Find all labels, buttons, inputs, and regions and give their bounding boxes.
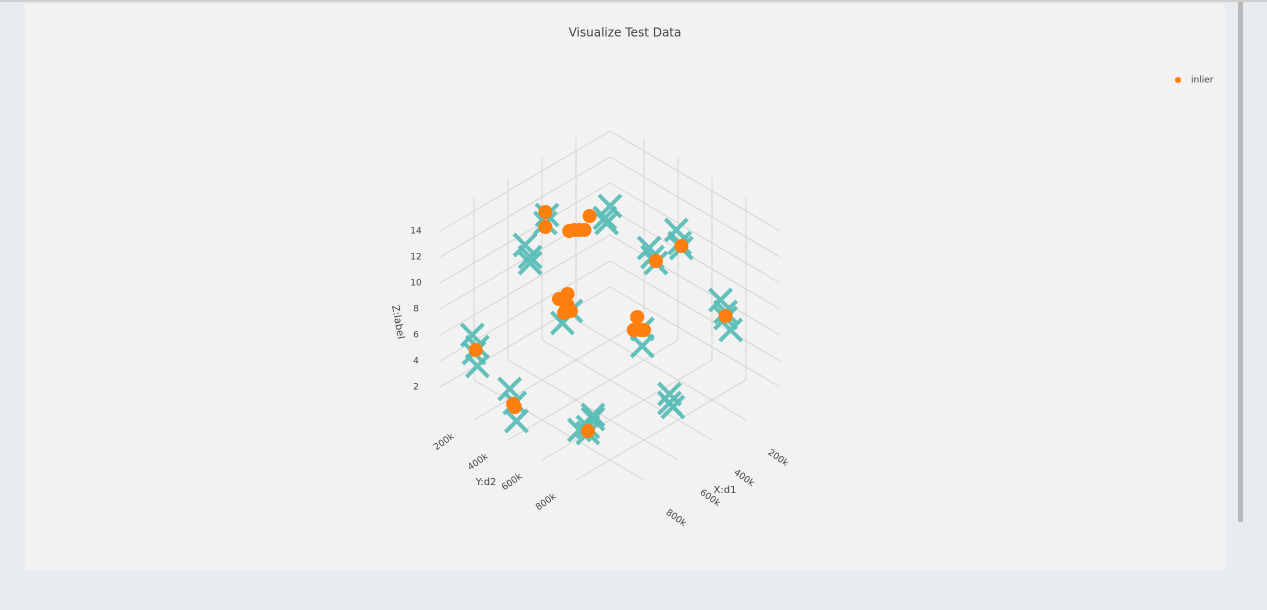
- outlier-point: [660, 394, 686, 420]
- y-tick-label: 600k: [500, 471, 525, 492]
- grid-line: [575, 379, 747, 481]
- inlier-point: [560, 298, 575, 312]
- top-border: [0, 0, 1267, 2]
- inlier-point: [538, 220, 553, 234]
- inlier-point: [580, 424, 595, 438]
- outlier-point: [497, 376, 523, 402]
- outlier-point: [459, 322, 485, 348]
- z-tick-label: 10: [410, 279, 422, 289]
- grid-line: [575, 319, 747, 421]
- legend-label: inlier: [1191, 76, 1214, 86]
- outlier-point: [597, 193, 623, 219]
- inlier-point: [674, 239, 689, 253]
- outlier-point: [580, 402, 606, 428]
- grid-line: [609, 286, 781, 388]
- outlier-point: [708, 287, 733, 313]
- inlier-point: [630, 310, 645, 324]
- z-tick-label: 14: [410, 227, 422, 237]
- grid-line: [609, 182, 781, 284]
- grid-line: [439, 182, 611, 284]
- y-tick-label: 800k: [534, 491, 559, 512]
- plot-panel: [25, 4, 1225, 570]
- outlier-point: [517, 250, 543, 276]
- inlier-point: [582, 209, 597, 223]
- z-tick-label: 2: [413, 383, 419, 393]
- outlier-point: [512, 232, 538, 258]
- inlier-point: [538, 205, 553, 219]
- inlier-point: [648, 254, 663, 268]
- grid-line: [609, 208, 781, 310]
- grid-line: [541, 339, 713, 441]
- z-axis-title: Z:label: [389, 304, 406, 340]
- y-tick-label: 200k: [432, 431, 457, 452]
- y-tick-label: 400k: [466, 451, 491, 472]
- grid-line: [507, 339, 679, 441]
- grid-line: [439, 260, 611, 362]
- legend-marker: [1175, 77, 1181, 83]
- outlier-point: [464, 353, 490, 379]
- z-tick-label: 4: [413, 357, 419, 367]
- inlier-point: [577, 223, 592, 237]
- outlier-point: [504, 408, 529, 434]
- inlier-point: [637, 323, 651, 337]
- y-axis-title: Y:d2: [475, 477, 497, 488]
- inlier-point: [718, 309, 733, 323]
- z-tick-label: 8: [413, 305, 419, 315]
- outlier-point: [718, 317, 744, 343]
- grid-line: [609, 156, 781, 258]
- scrollbar[interactable]: [1238, 2, 1243, 522]
- grid-line: [439, 130, 611, 232]
- outlier-point: [663, 217, 689, 243]
- grid-line: [609, 130, 781, 232]
- x-tick-label: 800k: [664, 508, 689, 529]
- inlier-point: [506, 397, 521, 411]
- x-axis-title: X:d1: [714, 485, 737, 496]
- inlier-point: [468, 343, 483, 357]
- grid-line: [609, 260, 781, 362]
- z-tick-label: 12: [410, 253, 421, 263]
- grid-line: [439, 234, 611, 336]
- grid-line: [507, 359, 679, 461]
- z-tick-label: 6: [413, 331, 419, 341]
- grid-line: [541, 359, 713, 461]
- grid-line: [473, 319, 645, 421]
- chart-title: Visualize Test Data: [569, 26, 682, 40]
- inlier-point: [626, 323, 641, 337]
- grid-line: [609, 234, 781, 336]
- x-tick-label: 200k: [766, 448, 791, 469]
- grid-line: [439, 156, 611, 258]
- grid-line: [473, 379, 645, 481]
- inlier-point: [562, 224, 577, 238]
- grid-line: [439, 286, 611, 388]
